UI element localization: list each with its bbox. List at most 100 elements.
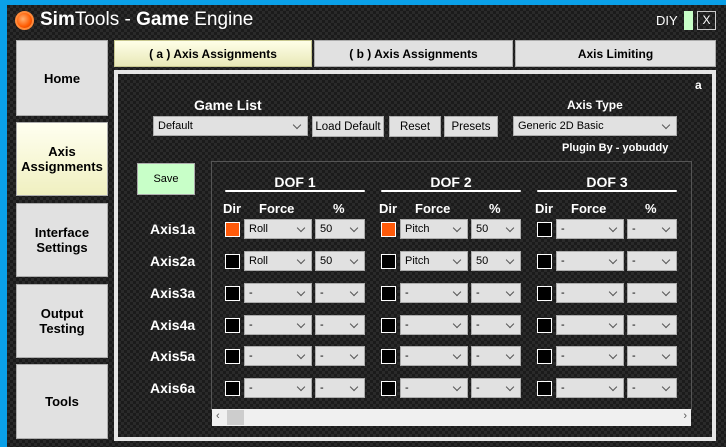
dir-checkbox[interactable] (225, 286, 240, 301)
sidebar-item-axis-assignments[interactable]: Axis Assignments (16, 122, 108, 196)
dir-checkbox[interactable] (537, 254, 552, 269)
force-select[interactable]: - (244, 283, 312, 303)
tab-a-axis-assignments[interactable]: ( a ) Axis Assignments (114, 40, 312, 67)
force-select[interactable]: Roll (244, 219, 312, 239)
dir-header: Dir (379, 201, 398, 216)
tab-axis-limiting[interactable]: Axis Limiting (515, 40, 716, 67)
dir-header: Dir (223, 201, 242, 216)
dir-checkbox[interactable] (381, 318, 396, 333)
window-title: SimTools - Game Engine (40, 9, 254, 30)
force-select[interactable]: - (400, 283, 468, 303)
force-header: Force (259, 201, 295, 216)
game-list-select[interactable]: Default (153, 116, 308, 136)
percent-select[interactable]: - (627, 346, 677, 366)
percent-header: % (333, 201, 345, 216)
sidebar-item-output-testing[interactable]: Output Testing (16, 284, 108, 358)
axis-label: Axis2a (150, 253, 196, 269)
percent-header: % (489, 201, 501, 216)
dir-checkbox[interactable] (225, 381, 240, 396)
force-select[interactable]: - (400, 346, 468, 366)
force-select[interactable]: - (400, 315, 468, 335)
close-button[interactable]: X (697, 11, 716, 30)
dir-checkbox[interactable] (381, 254, 396, 269)
axis-type-select[interactable]: Generic 2D Basic (513, 116, 677, 136)
dir-checkbox[interactable] (225, 222, 240, 237)
scrollbar-thumb[interactable] (227, 410, 244, 425)
dof-header: DOF 3 (586, 174, 628, 190)
percent-select[interactable]: - (627, 315, 677, 335)
dir-checkbox[interactable] (537, 286, 552, 301)
sidebar-item-interface-settings[interactable]: Interface Settings (16, 203, 108, 277)
percent-select[interactable]: - (315, 283, 365, 303)
force-select[interactable]: - (556, 346, 624, 366)
axis-label: Axis6a (150, 380, 196, 396)
dof-header: DOF 2 (430, 174, 472, 190)
force-select[interactable]: Pitch (400, 219, 468, 239)
sidebar-item-tools[interactable]: Tools (16, 364, 108, 439)
force-select[interactable]: - (400, 378, 468, 398)
sidebar-item-home[interactable]: Home (16, 40, 108, 116)
plugin-author: Plugin By - yobuddy (562, 142, 669, 154)
dir-checkbox[interactable] (381, 286, 396, 301)
force-select[interactable]: - (556, 378, 624, 398)
percent-select[interactable]: - (315, 346, 365, 366)
percent-select[interactable]: - (627, 251, 677, 271)
percent-select[interactable]: - (315, 315, 365, 335)
force-select[interactable]: - (244, 315, 312, 335)
load-default-button[interactable]: Load Default (312, 116, 384, 137)
axis-label: Axis4a (150, 317, 196, 333)
dir-checkbox[interactable] (537, 349, 552, 364)
percent-select[interactable]: - (627, 378, 677, 398)
percent-header: % (645, 201, 657, 216)
percent-select[interactable]: 50 (315, 251, 365, 271)
percent-select[interactable]: - (627, 219, 677, 239)
axis-panel (114, 70, 716, 441)
horizontal-scrollbar[interactable]: ‹ › (212, 409, 691, 426)
dir-checkbox[interactable] (225, 254, 240, 269)
dir-checkbox[interactable] (381, 381, 396, 396)
dir-checkbox[interactable] (225, 318, 240, 333)
game-list-label: Game List (194, 97, 262, 113)
axis-type-label: Axis Type (567, 98, 623, 112)
percent-select[interactable]: 50 (471, 251, 521, 271)
percent-select[interactable]: - (471, 378, 521, 398)
presets-button[interactable]: Presets (444, 116, 498, 137)
percent-select[interactable]: - (471, 315, 521, 335)
dir-checkbox[interactable] (537, 222, 552, 237)
force-header: Force (571, 201, 607, 216)
dir-header: Dir (535, 201, 554, 216)
force-header: Force (415, 201, 451, 216)
tab-b-axis-assignments[interactable]: ( b ) Axis Assignments (314, 40, 513, 67)
percent-select[interactable]: 50 (315, 219, 365, 239)
dof-underline (381, 190, 521, 192)
dof-header: DOF 1 (274, 174, 316, 190)
axis-label: Axis5a (150, 348, 196, 364)
corner-label: a (695, 78, 702, 92)
percent-select[interactable]: - (471, 283, 521, 303)
percent-select[interactable]: 50 (471, 219, 521, 239)
force-select[interactable]: - (556, 251, 624, 271)
force-select[interactable]: - (556, 283, 624, 303)
reset-button[interactable]: Reset (389, 116, 441, 137)
force-select[interactable]: - (556, 315, 624, 335)
dir-checkbox[interactable] (381, 222, 396, 237)
force-select[interactable]: - (556, 219, 624, 239)
scroll-left-icon[interactable]: ‹ (216, 410, 220, 422)
force-select[interactable]: - (244, 378, 312, 398)
simtools-logo-icon (15, 11, 34, 30)
force-select[interactable]: Roll (244, 251, 312, 271)
percent-select[interactable]: - (627, 283, 677, 303)
dir-checkbox[interactable] (225, 349, 240, 364)
force-select[interactable]: Pitch (400, 251, 468, 271)
save-button[interactable]: Save (137, 163, 195, 195)
percent-select[interactable]: - (315, 378, 365, 398)
percent-select[interactable]: - (471, 346, 521, 366)
scroll-right-icon[interactable]: › (683, 410, 687, 422)
dir-checkbox[interactable] (381, 349, 396, 364)
axis-label: Axis1a (150, 221, 196, 237)
dof-underline (225, 190, 365, 192)
force-select[interactable]: - (244, 346, 312, 366)
dir-checkbox[interactable] (537, 381, 552, 396)
axis-label: Axis3a (150, 285, 196, 301)
dir-checkbox[interactable] (537, 318, 552, 333)
